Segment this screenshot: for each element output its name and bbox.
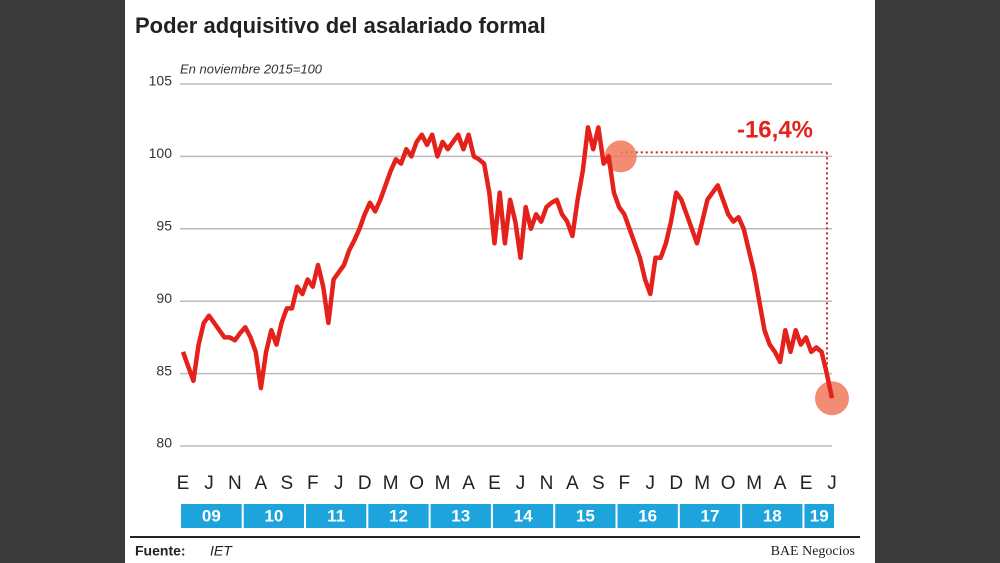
year-band xyxy=(804,504,834,528)
line xyxy=(180,125,835,399)
year-band xyxy=(742,504,803,528)
year-label: 14 xyxy=(514,506,533,525)
y-tick-label: 105 xyxy=(149,73,173,89)
x-tick-label: E xyxy=(800,473,813,494)
x-tick-label: D xyxy=(358,473,372,494)
x-tick-label: A xyxy=(566,473,579,494)
chart-title: Poder adquisitivo del asalariado formal xyxy=(135,13,546,38)
year-label: 19 xyxy=(810,506,829,525)
x-tick-label: S xyxy=(592,473,605,494)
year-band xyxy=(306,504,367,528)
x-tick-label: N xyxy=(228,473,242,494)
year-band xyxy=(555,504,616,528)
x-tick-label: N xyxy=(540,473,554,494)
year-band xyxy=(492,504,554,528)
year-band xyxy=(243,504,305,528)
y-tick-label: 80 xyxy=(156,435,172,451)
year-label: 12 xyxy=(389,506,408,525)
x-tick-label: F xyxy=(619,473,631,494)
x-tick-label: J xyxy=(827,473,837,494)
year-label: 18 xyxy=(763,506,782,525)
y-tick-label: 95 xyxy=(156,218,172,234)
x-tick-label: O xyxy=(721,473,736,494)
x-tick-label: J xyxy=(334,473,344,494)
annotation: -16,4% xyxy=(737,116,813,143)
year-band xyxy=(430,504,491,528)
year-band xyxy=(617,504,678,528)
year-band xyxy=(181,504,242,528)
x-tick-label: D xyxy=(669,473,683,494)
year-band xyxy=(368,504,429,528)
x-tick-label: A xyxy=(774,473,787,494)
x-tick-label: J xyxy=(516,473,526,494)
panel xyxy=(125,0,875,563)
side-bar xyxy=(0,0,125,563)
year-label: 13 xyxy=(451,506,470,525)
year-label: 17 xyxy=(701,506,720,525)
x-tick-label: E xyxy=(488,473,501,494)
year-label: 16 xyxy=(638,506,657,525)
x-tick-label: E xyxy=(177,473,190,494)
highlight xyxy=(815,381,849,416)
x-tick-label: J xyxy=(646,473,656,494)
year-label: 10 xyxy=(264,506,283,525)
year-label: 09 xyxy=(202,506,221,525)
year-label: 11 xyxy=(327,506,345,525)
x-tick-label: M xyxy=(694,473,710,494)
x-tick-label: A xyxy=(255,473,268,494)
highlight xyxy=(604,140,637,173)
x-tick-label: S xyxy=(280,473,293,494)
y-tick-label: 85 xyxy=(156,362,172,378)
side-bar xyxy=(875,0,1000,563)
x-tick-label: J xyxy=(204,473,214,494)
y-tick-label: 100 xyxy=(149,145,173,161)
year-label: 15 xyxy=(576,506,595,525)
subtitle: En noviembre 2015=100 xyxy=(180,61,323,76)
source-label: Fuente: xyxy=(135,543,186,559)
x-tick-label: M xyxy=(383,473,399,494)
year-band xyxy=(679,504,741,528)
x-tick-label: A xyxy=(462,473,475,494)
source: IET xyxy=(210,543,233,559)
y-tick-label: 90 xyxy=(156,290,172,306)
x-tick-label: M xyxy=(746,473,762,494)
x-tick-label: M xyxy=(435,473,451,494)
x-tick-label: O xyxy=(409,473,424,494)
x-tick-label: F xyxy=(307,473,319,494)
publisher: BAE Negocios xyxy=(771,544,855,559)
